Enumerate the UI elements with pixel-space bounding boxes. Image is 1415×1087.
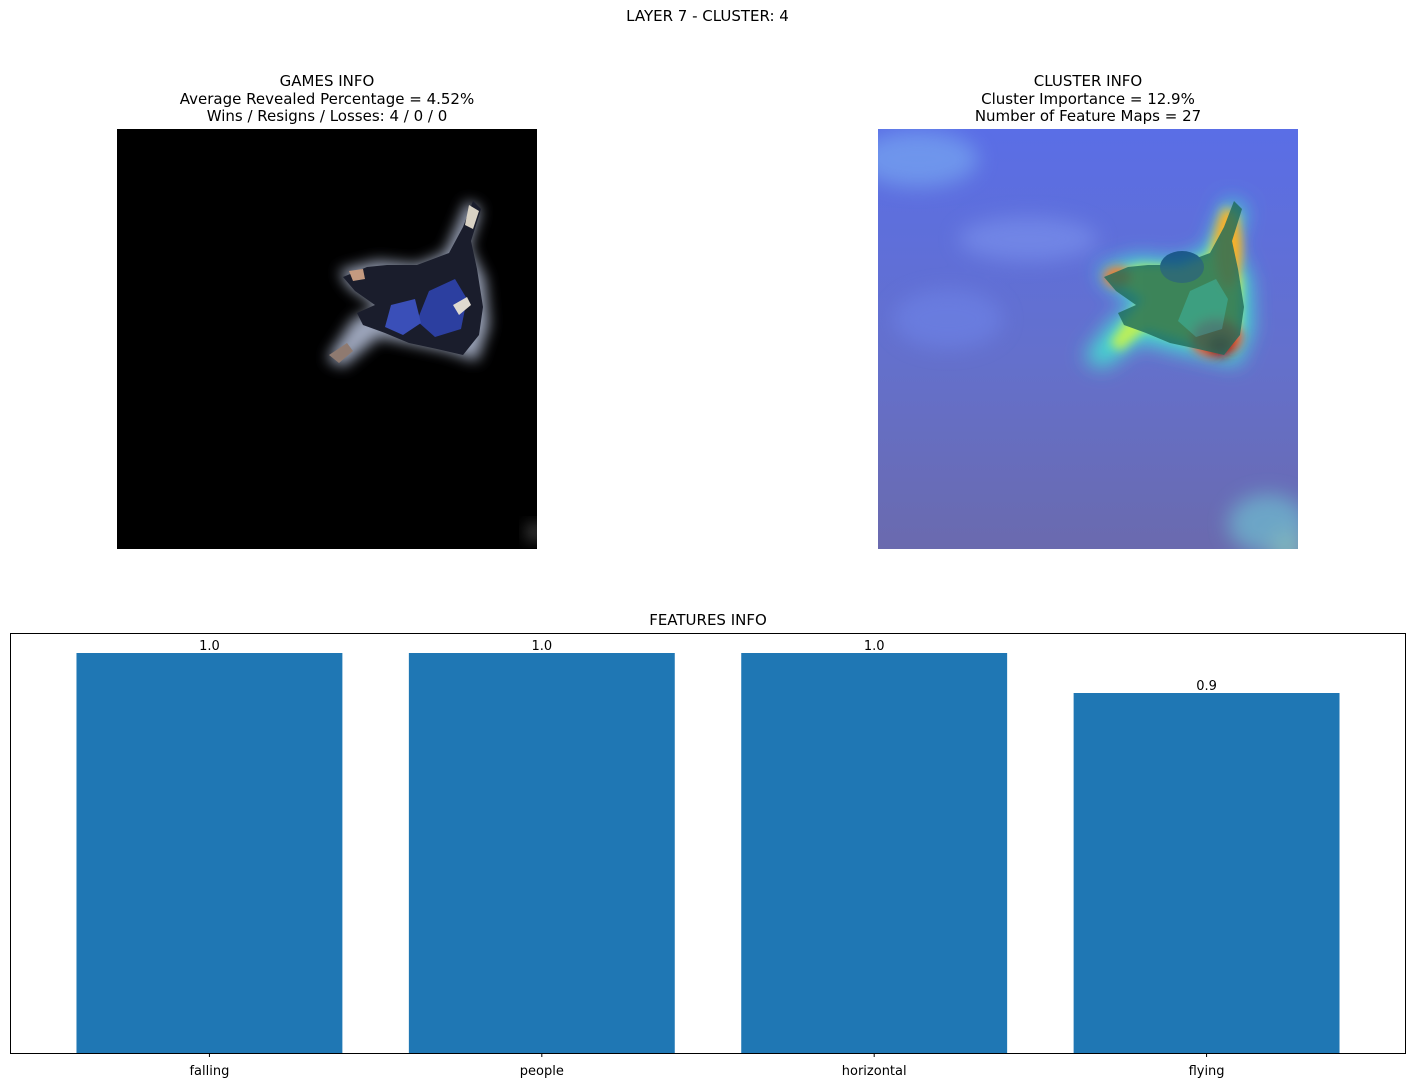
chart-title: FEATURES INFO <box>649 611 767 629</box>
avg-revealed-percentage: Average Revealed Percentage = 4.52% <box>179 89 475 108</box>
cluster-info-title: CLUSTER INFO <box>1033 72 1143 90</box>
bar-falling <box>76 653 343 1053</box>
x-tick-label: flying <box>1189 1064 1225 1079</box>
cluster-info-title-block: CLUSTER INFO Cluster Importance = 12.9% … <box>878 72 1298 126</box>
bar-people <box>408 653 675 1053</box>
cluster-importance: Cluster Importance = 12.9% <box>981 89 1195 108</box>
bar-horizontal <box>741 653 1008 1053</box>
bar-value-label: 1.0 <box>199 639 220 654</box>
bar-value-label: 0.9 <box>1196 679 1217 694</box>
suptitle: LAYER 7 - CLUSTER: 4 <box>626 7 789 25</box>
games-info-title-block: GAMES INFO Average Revealed Percentage =… <box>117 72 537 126</box>
bar-value-label: 1.0 <box>864 639 885 654</box>
revealed-image <box>117 129 537 549</box>
plot-frame <box>10 633 1406 1054</box>
feature-map-count: Number of Feature Maps = 27 <box>974 107 1202 125</box>
x-tick-label: people <box>520 1064 564 1079</box>
cluster-heatmap-image <box>878 129 1298 549</box>
wins-resigns-losses: Wins / Resigns / Losses: 4 / 0 / 0 <box>206 107 448 125</box>
bar-value-label: 1.0 <box>531 639 552 654</box>
x-tick-label: horizontal <box>842 1064 907 1079</box>
bar-flying <box>1073 693 1340 1053</box>
games-info-title: GAMES INFO <box>279 72 375 90</box>
x-tick-label: falling <box>189 1064 229 1079</box>
